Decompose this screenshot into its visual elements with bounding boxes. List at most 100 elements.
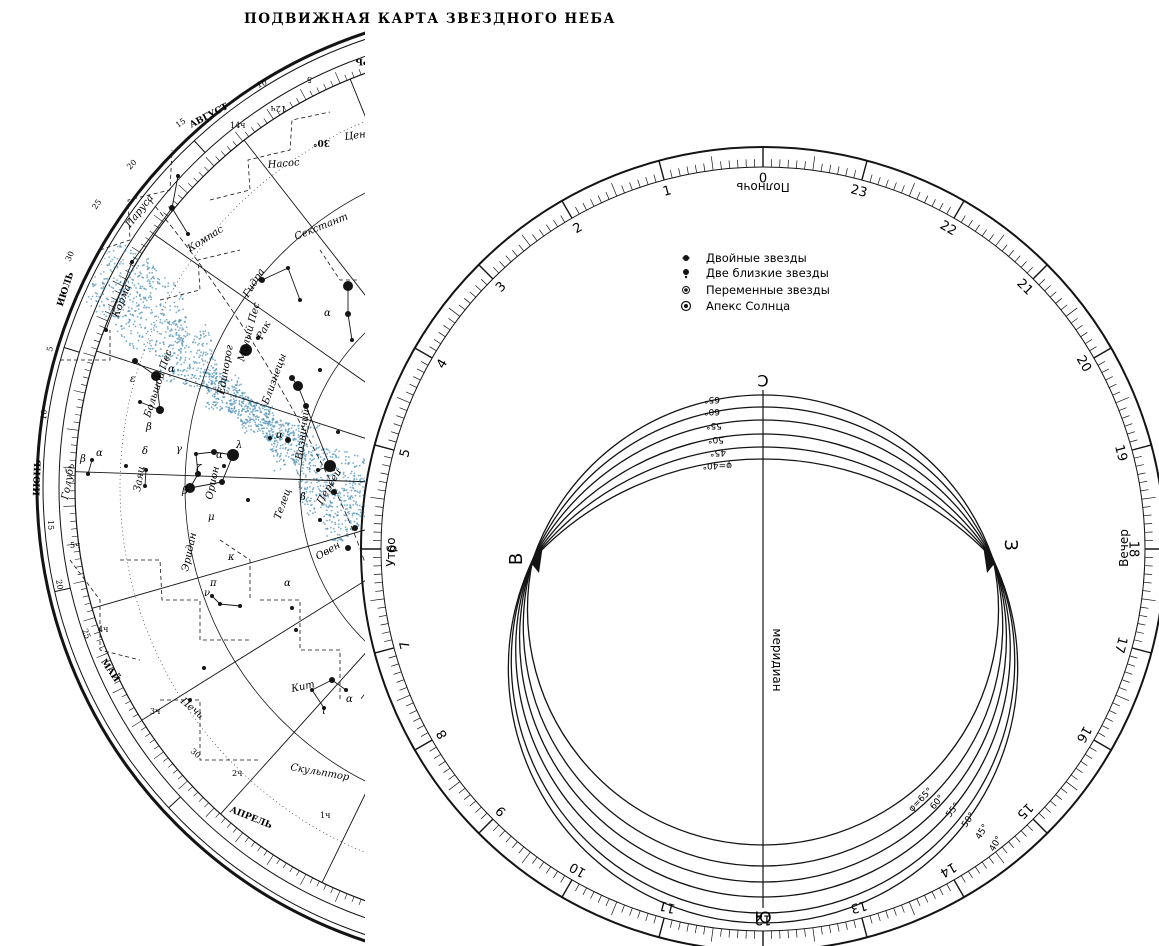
milky-way-dot bbox=[179, 339, 181, 341]
milky-way-dot bbox=[325, 486, 328, 489]
milky-way-dot bbox=[130, 287, 133, 289]
milky-way-dot bbox=[336, 511, 339, 513]
hour-tick bbox=[443, 767, 451, 773]
constellation-line bbox=[131, 207, 173, 263]
milky-way-dot bbox=[139, 285, 142, 288]
milky-way-dot bbox=[129, 344, 131, 347]
milky-way-dot bbox=[237, 412, 240, 415]
date-tick bbox=[555, 43, 556, 49]
milky-way-dot bbox=[213, 374, 215, 377]
date-tick bbox=[651, 63, 653, 69]
date-tick bbox=[84, 602, 91, 605]
milky-way-dot bbox=[175, 334, 178, 336]
lat-top-65: 65° bbox=[704, 394, 720, 404]
milky-way-dot bbox=[110, 270, 113, 273]
milky-way-dot bbox=[215, 368, 217, 371]
milky-way-dot bbox=[352, 462, 355, 464]
milky-way-dot bbox=[116, 245, 119, 248]
milky-way-dot bbox=[328, 490, 331, 493]
date-tick bbox=[112, 687, 124, 694]
milky-way-dot bbox=[213, 393, 216, 396]
milky-way-dot bbox=[355, 500, 358, 503]
date-tick bbox=[679, 73, 681, 79]
date-tick bbox=[96, 638, 103, 642]
hour-tick bbox=[493, 267, 500, 274]
milky-way-dot bbox=[215, 379, 218, 382]
milky-way-dot bbox=[304, 474, 307, 477]
milky-way-dot bbox=[119, 244, 122, 247]
milky-way-dot bbox=[256, 424, 259, 427]
boundary-line bbox=[69, 559, 141, 661]
hour-tick bbox=[916, 898, 921, 907]
month-separator bbox=[410, 27, 414, 43]
hour-tick bbox=[399, 407, 408, 411]
milky-way-dot bbox=[308, 499, 311, 502]
milky-way-dot bbox=[134, 252, 137, 255]
hour-tick bbox=[1112, 702, 1121, 707]
milky-way-dot bbox=[333, 453, 335, 456]
milky-way-dot bbox=[214, 359, 217, 362]
milky-way-dot bbox=[139, 323, 141, 326]
milky-way-dot bbox=[211, 394, 214, 397]
milky-way-dot bbox=[240, 405, 243, 408]
hour-tick bbox=[611, 183, 618, 197]
hour-tick bbox=[374, 647, 395, 654]
date-tick bbox=[71, 535, 78, 538]
milky-way-dot bbox=[193, 356, 196, 358]
milky-way-dot bbox=[158, 282, 161, 285]
date-tick bbox=[226, 146, 232, 152]
milky-way-dot bbox=[313, 470, 316, 472]
milky-way-dot bbox=[177, 373, 180, 376]
milky-way-dot bbox=[346, 511, 349, 514]
milky-way-dot bbox=[166, 352, 169, 354]
date-tick bbox=[221, 151, 226, 157]
milky-way-dot bbox=[236, 381, 239, 384]
milky-way-dot bbox=[247, 405, 250, 408]
milky-way-dot bbox=[256, 430, 259, 433]
hour-tick bbox=[475, 285, 482, 292]
date-tick bbox=[168, 763, 174, 768]
constellation-name: Единорог bbox=[216, 344, 236, 396]
milky-way-dot bbox=[222, 386, 225, 389]
hour-tick bbox=[1140, 489, 1149, 492]
star bbox=[285, 437, 291, 443]
milky-way-dot bbox=[280, 426, 282, 428]
milky-way-dot bbox=[227, 380, 230, 383]
milky-way-dot bbox=[276, 441, 279, 444]
milky-way-dot bbox=[326, 528, 329, 530]
hour-tick bbox=[995, 234, 1005, 247]
milky-way-dot bbox=[205, 351, 207, 354]
milky-way-dot bbox=[350, 495, 353, 497]
milky-way-dot bbox=[238, 410, 241, 413]
hour-tick bbox=[981, 229, 987, 237]
date-tick bbox=[263, 118, 268, 124]
milky-way-dot bbox=[312, 487, 315, 489]
milky-way-dot bbox=[96, 292, 98, 295]
hour-tick bbox=[396, 415, 405, 419]
date-tick bbox=[93, 631, 100, 635]
constellation-line bbox=[139, 401, 161, 411]
milky-way-dot bbox=[192, 367, 195, 370]
milky-way-dot bbox=[339, 472, 341, 475]
star bbox=[240, 344, 252, 356]
milky-way-dot bbox=[295, 460, 298, 463]
milky-way-dot bbox=[108, 264, 110, 266]
hour-tick bbox=[1135, 631, 1144, 634]
date-tick bbox=[153, 751, 164, 760]
milky-way-dot bbox=[153, 324, 156, 327]
milky-way-dot bbox=[176, 354, 179, 357]
milky-way-dot bbox=[322, 459, 325, 462]
hour-tick bbox=[373, 523, 382, 525]
milky-way-dot bbox=[240, 413, 243, 416]
date-tick bbox=[111, 673, 117, 677]
date-tick bbox=[335, 890, 341, 902]
constellation-line bbox=[261, 267, 289, 281]
milky-way-dot bbox=[313, 457, 316, 460]
milky-way-dot bbox=[315, 448, 317, 451]
milky-way-dot bbox=[180, 319, 183, 322]
milky-way-dot bbox=[323, 458, 326, 460]
boundary-line bbox=[219, 539, 251, 600]
milky-way-dot bbox=[337, 456, 340, 459]
milky-way-dot bbox=[114, 315, 117, 318]
milky-way-dot bbox=[276, 431, 279, 434]
